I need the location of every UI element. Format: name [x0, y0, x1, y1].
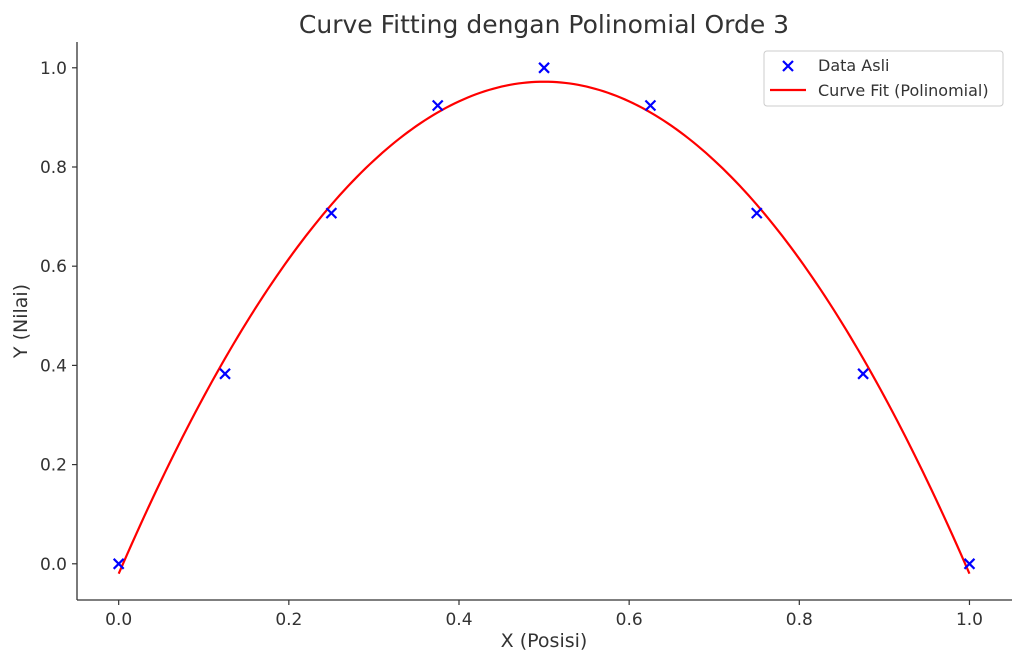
legend-label-data-asli: Data Asli [818, 56, 889, 75]
curve-fit-line [117, 80, 971, 575]
x-tick-label: 0.0 [105, 610, 132, 630]
legend-marker-data-asli [782, 60, 794, 72]
y-axis-label: Y (Nilai) [10, 284, 32, 359]
data-point-marker [112, 558, 125, 570]
data-point-marker [431, 99, 444, 112]
y-tick-label: 0.4 [40, 356, 67, 376]
y-tick-label: 0.2 [40, 456, 67, 476]
plot-area: 0.0 0.2 0.4 0.6 0.8 1.0 0.0 0.2 0.4 0.6 0.8 1.0 [40, 42, 1012, 630]
x-tick-label: 0.4 [445, 610, 472, 630]
x-tick-label: 0.2 [275, 610, 302, 630]
x-tick-label: 1.0 [956, 610, 983, 630]
data-point-marker [538, 62, 550, 74]
y-tick-label: 0.6 [40, 257, 67, 277]
data-point-marker [963, 558, 976, 570]
y-tick-label: 1.0 [40, 59, 67, 79]
y-tick-label: 0.8 [40, 158, 67, 178]
x-axis-label: X (Posisi) [501, 630, 588, 652]
data-point-marker [325, 207, 338, 219]
data-point-marker [857, 368, 869, 380]
data-point-marker [219, 368, 231, 380]
data-point-marker [644, 99, 657, 112]
legend-box [763, 50, 1004, 107]
legend-label-curve-fit: Curve Fit (Polinomial) [818, 81, 989, 100]
y-tick-label: 0.0 [40, 555, 67, 575]
legend: Data Asli Curve Fit (Polinomial) [763, 50, 1004, 107]
chart-title: Curve Fitting dengan Polinomial Orde 3 [299, 10, 789, 39]
data-point-marker [750, 207, 763, 219]
x-tick-label: 0.6 [616, 610, 643, 630]
x-tick-label: 0.8 [786, 610, 813, 630]
